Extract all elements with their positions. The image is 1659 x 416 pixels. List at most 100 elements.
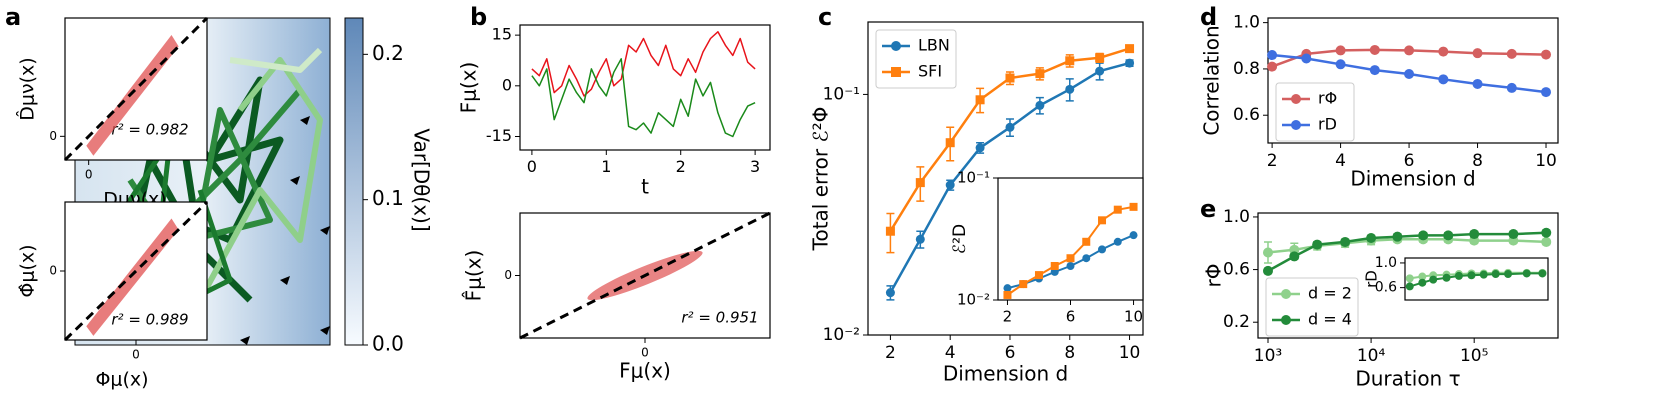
colorbar-tick-label: 0.0 xyxy=(372,332,404,356)
marker xyxy=(1506,48,1517,59)
series-line xyxy=(1267,238,1547,254)
marker xyxy=(1098,216,1107,225)
y-axis-label: rΦ xyxy=(1202,264,1226,288)
panel-label: d xyxy=(1200,3,1217,31)
x-axis-label: Duration τ xyxy=(1355,367,1460,391)
x-axis-label: Φμ(x) xyxy=(95,369,148,391)
y-axis-label: Correlation xyxy=(1200,25,1224,135)
y-axis-label: F̂μ(x) xyxy=(462,250,486,302)
series-line xyxy=(531,58,756,138)
marker xyxy=(1050,261,1059,270)
x-tick-label: 8 xyxy=(1472,151,1483,171)
marker xyxy=(1418,278,1427,287)
colorbar xyxy=(344,17,364,346)
x-tick-label: 3 xyxy=(750,157,760,176)
y-axis-label: Fμ(x) xyxy=(457,62,481,114)
y-tick-label: 0 xyxy=(502,75,512,94)
marker xyxy=(1095,66,1105,76)
x-tick-label: 0 xyxy=(641,346,649,360)
legend-label: LBN xyxy=(918,36,950,55)
marker xyxy=(1082,254,1091,263)
identity-line xyxy=(63,200,209,342)
marker xyxy=(1129,202,1138,211)
y-axis-label: rD xyxy=(1363,270,1381,288)
marker xyxy=(1005,73,1015,83)
marker xyxy=(1538,269,1547,278)
legend-marker xyxy=(1291,120,1301,130)
marker xyxy=(1335,59,1346,70)
x-tick-label: 10⁴ xyxy=(1357,346,1386,366)
marker xyxy=(1429,275,1438,284)
y-tick-label: 0 xyxy=(504,268,512,282)
marker xyxy=(1392,231,1403,242)
arrow xyxy=(280,276,290,285)
marker xyxy=(1019,280,1028,289)
colorbar-tick-label: 0.1 xyxy=(372,186,404,210)
legend-marker xyxy=(1281,315,1291,325)
marker xyxy=(1066,254,1075,263)
arrow xyxy=(300,116,310,125)
marker xyxy=(1541,236,1552,247)
panel-label: a xyxy=(5,3,21,31)
panel-label: e xyxy=(1200,195,1216,223)
marker xyxy=(1289,251,1300,262)
marker xyxy=(1035,69,1045,79)
marker xyxy=(1506,82,1517,93)
legend-marker xyxy=(1291,94,1301,104)
marker xyxy=(945,138,955,148)
arrows xyxy=(240,116,330,345)
marker xyxy=(1472,78,1483,89)
x-axis-label: Fμ(x) xyxy=(619,359,671,383)
marker xyxy=(1113,237,1122,246)
marker xyxy=(1504,270,1513,279)
x-tick-label: 10³ xyxy=(1254,346,1282,366)
annotation: r² = 0.989 xyxy=(111,311,188,329)
legend-marker xyxy=(891,41,901,51)
y-axis-label: Total error ℰ²Φ xyxy=(809,107,833,252)
marker xyxy=(1125,44,1135,54)
y-tick-label: 1.0 xyxy=(1375,255,1397,271)
marker xyxy=(1335,45,1346,56)
y-tick-label: 0 xyxy=(49,129,57,143)
x-tick-label: 8 xyxy=(1064,343,1075,363)
marker xyxy=(1472,48,1483,59)
x-axis-label: Dimension d xyxy=(1350,167,1475,191)
marker xyxy=(1340,236,1351,247)
y-tick-label: 0.6 xyxy=(1233,105,1260,125)
x-tick-label: 10 xyxy=(1124,308,1143,326)
legend-label: d = 2 xyxy=(1308,284,1352,303)
legend-marker xyxy=(1281,289,1291,299)
marker xyxy=(1405,282,1414,291)
y-tick-label: 10⁻² xyxy=(823,325,860,345)
y-tick-label: 1.0 xyxy=(1223,207,1250,227)
x-tick-label: 10⁵ xyxy=(1460,346,1488,366)
identity-line xyxy=(63,16,209,162)
annotation: r² = 0.951 xyxy=(681,309,758,327)
marker xyxy=(1301,53,1312,64)
marker xyxy=(1418,230,1429,241)
marker xyxy=(1098,245,1107,254)
legend-label: rΦ xyxy=(1318,89,1337,108)
y-tick-label: 0.2 xyxy=(1223,312,1250,332)
scatter-cloud xyxy=(86,35,179,156)
scatter-cloud xyxy=(86,218,179,336)
y-tick-label: 10⁻¹ xyxy=(957,169,990,187)
x-tick-label: 10 xyxy=(1535,151,1557,171)
marker xyxy=(1267,50,1278,61)
marker xyxy=(1404,45,1415,56)
x-tick-label: 0 xyxy=(527,157,537,176)
marker xyxy=(1369,44,1380,55)
marker xyxy=(1404,69,1415,80)
legend-label: d = 4 xyxy=(1308,310,1352,329)
marker xyxy=(1262,265,1273,276)
marker xyxy=(1443,230,1454,241)
legend-marker xyxy=(891,67,901,77)
marker xyxy=(915,178,925,188)
x-tick-label: 0 xyxy=(132,348,140,362)
marker xyxy=(1065,56,1075,66)
y-tick-label: -15 xyxy=(486,126,512,145)
legend-label: SFI xyxy=(918,62,942,81)
marker xyxy=(1418,272,1427,281)
